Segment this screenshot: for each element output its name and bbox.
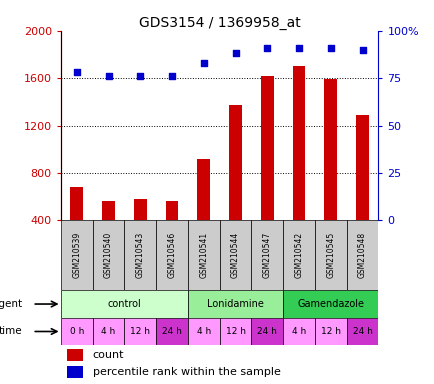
Text: GSM210543: GSM210543 [135, 232, 145, 278]
Bar [124, 318, 156, 345]
Bar [283, 220, 314, 290]
Text: 24 h: 24 h [352, 327, 372, 336]
Text: time: time [0, 326, 23, 336]
Text: GSM210540: GSM210540 [104, 232, 113, 278]
Text: GSM210539: GSM210539 [72, 232, 81, 278]
Bar [156, 318, 187, 345]
Text: 24 h: 24 h [257, 327, 276, 336]
Bar [67, 366, 83, 378]
Bar [314, 318, 346, 345]
Text: agent: agent [0, 299, 23, 309]
Text: control: control [107, 299, 141, 309]
Point [263, 45, 270, 51]
Bar [283, 290, 378, 318]
Bar [124, 220, 156, 290]
Bar [260, 76, 273, 268]
Bar [102, 202, 115, 268]
Bar [61, 220, 92, 290]
Bar [314, 220, 346, 290]
Bar [134, 199, 146, 268]
Text: count: count [92, 350, 124, 360]
Bar [346, 318, 378, 345]
Point [105, 73, 112, 79]
Text: 0 h: 0 h [69, 327, 84, 336]
Text: GSM210541: GSM210541 [199, 232, 208, 278]
Bar [92, 220, 124, 290]
Text: Lonidamine: Lonidamine [207, 299, 263, 309]
Bar [219, 318, 251, 345]
Bar [67, 349, 83, 361]
Text: GSM210545: GSM210545 [326, 232, 335, 278]
Bar [92, 318, 124, 345]
Point [73, 70, 80, 76]
Text: GSM210548: GSM210548 [357, 232, 366, 278]
Title: GDS3154 / 1369958_at: GDS3154 / 1369958_at [138, 16, 300, 30]
Text: 12 h: 12 h [130, 327, 150, 336]
Point [358, 46, 365, 53]
Bar [346, 220, 378, 290]
Bar [156, 220, 187, 290]
Bar [251, 318, 283, 345]
Point [168, 73, 175, 79]
Bar [229, 106, 241, 268]
Text: 24 h: 24 h [162, 327, 181, 336]
Bar [187, 220, 219, 290]
Text: GSM210544: GSM210544 [230, 232, 240, 278]
Point [295, 45, 302, 51]
Bar [61, 318, 92, 345]
Point [232, 50, 239, 56]
Text: GSM210547: GSM210547 [262, 232, 271, 278]
Bar [251, 220, 283, 290]
Bar [61, 290, 187, 318]
Point [200, 60, 207, 66]
Bar [70, 187, 83, 268]
Bar [165, 201, 178, 268]
Bar [355, 115, 368, 268]
Bar [187, 290, 283, 318]
Text: GSM210542: GSM210542 [294, 232, 303, 278]
Point [137, 73, 144, 79]
Text: 4 h: 4 h [196, 327, 210, 336]
Text: percentile rank within the sample: percentile rank within the sample [92, 367, 280, 377]
Bar [197, 159, 210, 268]
Bar [283, 318, 314, 345]
Text: GSM210546: GSM210546 [167, 232, 176, 278]
Text: 4 h: 4 h [101, 327, 115, 336]
Bar [324, 79, 336, 268]
Text: 4 h: 4 h [291, 327, 306, 336]
Point [327, 45, 334, 51]
Text: 12 h: 12 h [225, 327, 245, 336]
Text: 12 h: 12 h [320, 327, 340, 336]
Bar [292, 66, 305, 268]
Bar [187, 318, 219, 345]
Text: Gamendazole: Gamendazole [296, 299, 364, 309]
Bar [219, 220, 251, 290]
